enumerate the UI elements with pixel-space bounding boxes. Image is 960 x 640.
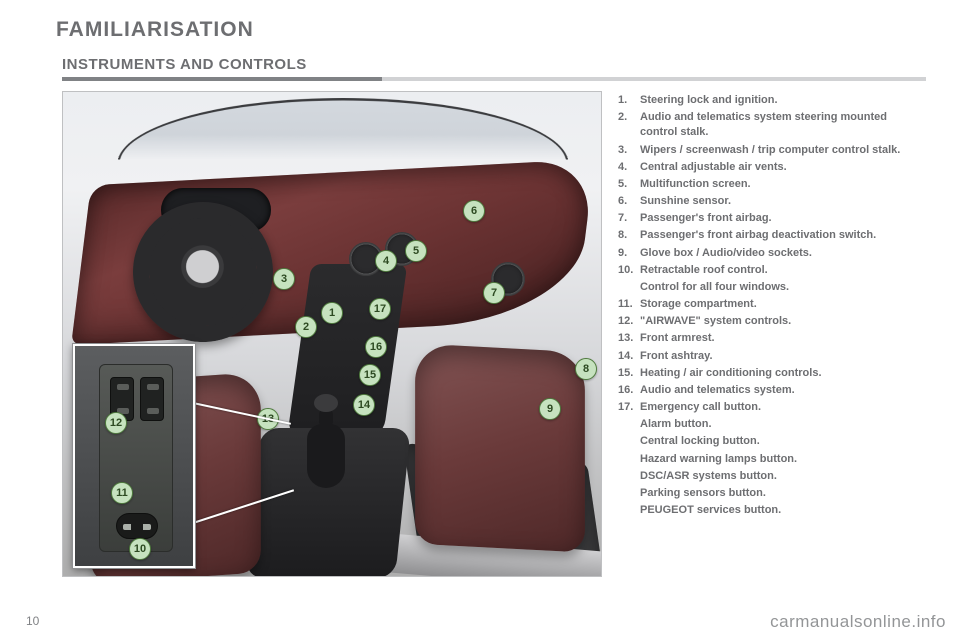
section-heading: INSTRUMENTS AND CONTROLS [62, 56, 926, 73]
list-item-text: Passenger's front airbag. [640, 211, 924, 226]
window-switch-right [140, 377, 164, 421]
list-item: 5.Multifunction screen. [618, 177, 924, 192]
list-item-number: 7. [618, 211, 640, 226]
list-item-number: 13. [618, 331, 640, 346]
callout-marker-17: 17 [369, 298, 391, 320]
callout-marker-6: 6 [463, 200, 485, 222]
list-item: 15.Heating / air conditioning controls. [618, 366, 924, 381]
list-item-number: 16. [618, 383, 640, 398]
callout-marker-12: 12 [105, 412, 127, 434]
list-item-number: 12. [618, 314, 640, 329]
list-item-number: 11. [618, 297, 640, 312]
list-item: 7.Passenger's front airbag. [618, 211, 924, 226]
list-item-text: Audio and telematics system steering mou… [640, 110, 924, 140]
list-item: Control for all four windows. [618, 280, 924, 295]
list-item: 8.Passenger's front airbag deactivation … [618, 228, 924, 243]
callout-list: 1.Steering lock and ignition.2.Audio and… [616, 91, 924, 577]
callout-marker-16: 16 [365, 336, 387, 358]
list-item-text: Heating / air conditioning controls. [640, 366, 924, 381]
list-item: 16.Audio and telematics system. [618, 383, 924, 398]
list-item-text: Steering lock and ignition. [640, 93, 924, 108]
content-row: 1234567891314151617 121110 1.Steering lo… [62, 91, 926, 577]
list-item-number: 8. [618, 228, 640, 243]
list-item: 13.Front armrest. [618, 331, 924, 346]
section-rule [62, 77, 926, 81]
list-item: 9.Glove box / Audio/video sockets. [618, 246, 924, 261]
list-item: 3.Wipers / screenwash / trip computer co… [618, 143, 924, 158]
list-item-text: Glove box / Audio/video sockets. [640, 246, 924, 261]
callout-marker-3: 3 [273, 268, 295, 290]
list-item-text: Control for all four windows. [640, 280, 924, 295]
callout-marker-14: 14 [353, 394, 375, 416]
list-item: 17.Emergency call button. [618, 400, 924, 415]
callout-marker-7: 7 [483, 282, 505, 304]
list-item-number: 14. [618, 349, 640, 364]
callout-marker-10: 10 [129, 538, 151, 560]
list-item-text: Multifunction screen. [640, 177, 924, 192]
roof-shape [118, 98, 568, 159]
list-item-number: 10. [618, 263, 640, 278]
list-item: 4.Central adjustable air vents. [618, 160, 924, 175]
list-item: 1.Steering lock and ignition. [618, 93, 924, 108]
list-item-text: Storage compartment. [640, 297, 924, 312]
list-item-number: 17. [618, 400, 640, 415]
section-rule-accent [62, 77, 382, 81]
list-item-number: 2. [618, 110, 640, 140]
list-item-text: "AIRWAVE" system controls. [640, 314, 924, 329]
callout-marker-9: 9 [539, 398, 561, 420]
list-item-number: 9. [618, 246, 640, 261]
door-controls-inset: 12 11 10 [73, 344, 195, 568]
list-item-number: 15. [618, 366, 640, 381]
callout-marker-8: 8 [575, 358, 597, 380]
list-item-text: Emergency call button. [640, 400, 924, 415]
list-item-text: Front ashtray. [640, 349, 924, 364]
passenger-seat-shape [415, 343, 585, 552]
gear-lever-shape [307, 424, 345, 488]
callout-marker-1: 1 [321, 302, 343, 324]
page-heading: FAMILIARISATION [56, 18, 926, 42]
watermark: carmanualsonline.info [770, 612, 946, 632]
list-item: 2.Audio and telematics system steering m… [618, 110, 924, 140]
list-item-number: 6. [618, 194, 640, 209]
page-number: 10 [26, 614, 39, 628]
list-item-number: 3. [618, 143, 640, 158]
door-panel-shape [99, 364, 173, 552]
list-item-text: Sunshine sensor. [640, 194, 924, 209]
interior-figure: 1234567891314151617 121110 [62, 91, 602, 577]
list-item: 11.Storage compartment. [618, 297, 924, 312]
list-item-text: Wipers / screenwash / trip computer cont… [640, 143, 924, 158]
list-item-text: Front armrest. [640, 331, 924, 346]
list-item-number: 1. [618, 93, 640, 108]
list-item: 6.Sunshine sensor. [618, 194, 924, 209]
list-item-number: 4. [618, 160, 640, 175]
list-item-text: Passenger's front airbag deactivation sw… [640, 228, 924, 243]
list-subitem: Hazard warning lamps button. [640, 452, 924, 467]
list-item-number [618, 280, 640, 295]
callout-marker-4: 4 [375, 250, 397, 272]
callout-marker-11: 11 [111, 482, 133, 504]
list-subitem: PEUGEOT services button. [640, 503, 924, 518]
manual-page: FAMILIARISATION INSTRUMENTS AND CONTROLS… [0, 0, 960, 640]
callout-marker-5: 5 [405, 240, 427, 262]
list-item: 12."AIRWAVE" system controls. [618, 314, 924, 329]
list-subitem: Central locking button. [640, 434, 924, 449]
list-item: 10.Retractable roof control. [618, 263, 924, 278]
list-item: 14.Front ashtray. [618, 349, 924, 364]
list-subitem: Parking sensors button. [640, 486, 924, 501]
callout-marker-2: 2 [295, 316, 317, 338]
list-subitem: Alarm button. [640, 417, 924, 432]
list-item-text: Retractable roof control. [640, 263, 924, 278]
list-item-text: Central adjustable air vents. [640, 160, 924, 175]
roof-control-switch [116, 513, 158, 539]
list-item-text: Audio and telematics system. [640, 383, 924, 398]
list-item-number: 5. [618, 177, 640, 192]
callout-marker-15: 15 [359, 364, 381, 386]
list-subitem: DSC/ASR systems button. [640, 469, 924, 484]
